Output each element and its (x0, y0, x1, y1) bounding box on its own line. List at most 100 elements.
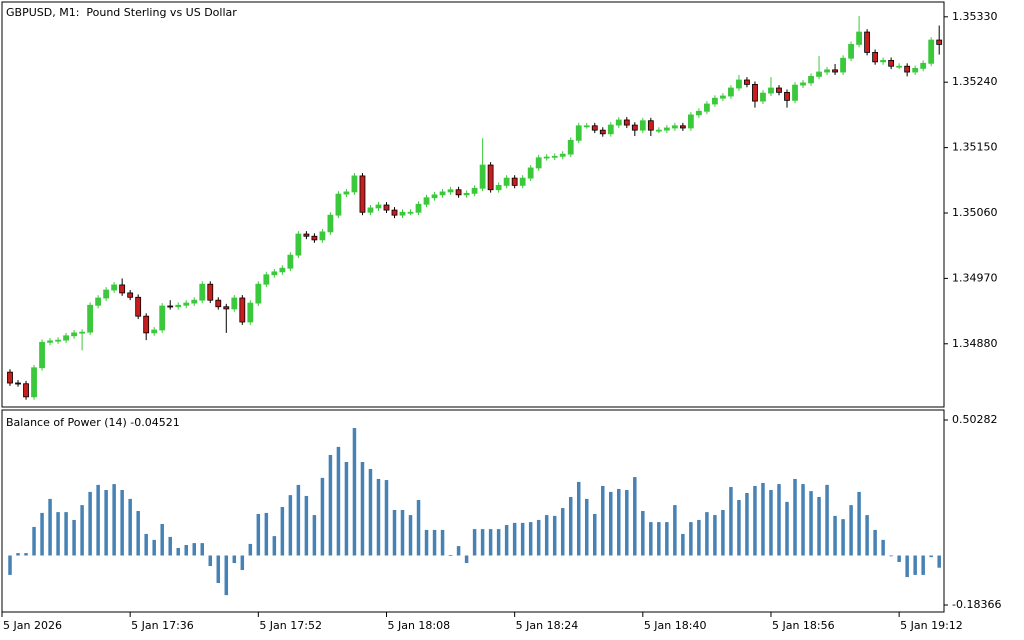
candle-body (199, 283, 206, 301)
bar (801, 484, 805, 556)
bar (593, 514, 597, 556)
bar (488, 529, 493, 556)
bar (192, 543, 196, 556)
bar (24, 553, 28, 556)
bar (625, 490, 629, 556)
bar (104, 490, 108, 556)
bar (160, 523, 164, 556)
bar (224, 555, 229, 596)
bar (889, 555, 893, 557)
bar (184, 544, 188, 556)
candle-body (784, 91, 790, 101)
candle-body (728, 87, 734, 97)
bar (400, 509, 405, 556)
bar (713, 515, 717, 556)
bar (737, 499, 741, 556)
bar (248, 543, 253, 556)
candle-body (191, 299, 198, 304)
bar (937, 555, 941, 568)
bar (120, 490, 124, 556)
bar (673, 505, 677, 556)
bar (352, 428, 357, 556)
candle-body (479, 164, 486, 189)
bar (416, 499, 421, 556)
candle-body (703, 103, 710, 112)
candle-body (511, 177, 518, 186)
bar (8, 555, 12, 575)
bar (697, 519, 701, 556)
candle-body (295, 233, 302, 256)
bar (96, 484, 100, 556)
candle-body (399, 211, 406, 216)
y-tick-label: -0.18366 (952, 598, 1001, 611)
candle-body (864, 31, 871, 53)
candle-body (407, 211, 414, 214)
bar (601, 485, 605, 556)
bar (472, 529, 477, 556)
y-tick-label: 1.34970 (952, 271, 998, 284)
candle-body (519, 177, 526, 186)
candle-body (447, 189, 454, 193)
bar (264, 512, 269, 556)
candle-body (39, 341, 45, 369)
bar (328, 454, 333, 556)
bar (745, 492, 749, 556)
candle-body (687, 114, 694, 129)
candle-body (928, 39, 935, 64)
bar (873, 529, 877, 556)
bar (40, 512, 44, 556)
bar (64, 512, 68, 556)
candle-body (31, 367, 37, 398)
candle-body (287, 254, 294, 269)
candle-body (712, 97, 718, 105)
candle-body (695, 110, 702, 116)
bar (408, 515, 413, 556)
bar (496, 529, 501, 556)
bar (729, 487, 733, 556)
candle-body (151, 329, 158, 334)
candle-body (679, 125, 686, 129)
indicator-pane (1, 409, 945, 613)
candle-body (647, 120, 654, 131)
bar (136, 511, 140, 556)
bar (721, 509, 725, 556)
bar (80, 505, 84, 556)
candle-body (111, 284, 118, 291)
candle-body (135, 296, 142, 317)
candle-body (359, 175, 366, 213)
candle-body (351, 175, 358, 193)
candle-body (103, 289, 110, 299)
candle-body (583, 125, 590, 128)
x-tick-label: 5 Jan 2026 (3, 619, 62, 632)
bar (833, 515, 837, 556)
candle-body (639, 120, 646, 131)
bar (88, 491, 92, 556)
bar (705, 512, 709, 556)
candle-body (167, 305, 174, 308)
bar (769, 490, 773, 556)
bar (368, 468, 373, 556)
bar (504, 525, 509, 556)
bar (288, 495, 293, 556)
bar (256, 514, 261, 556)
x-tick-label: 5 Jan 18:56 (772, 619, 835, 632)
x-tick-label: 5 Jan 18:08 (387, 619, 450, 632)
candle-body (615, 119, 622, 126)
candle-body (591, 125, 598, 131)
candle-body (768, 87, 774, 94)
bar (440, 529, 445, 556)
bar (176, 547, 180, 556)
candle-body (15, 382, 21, 385)
candle-body (559, 153, 566, 157)
candle-body (271, 271, 278, 276)
bar (56, 512, 60, 556)
candle-body (543, 156, 550, 159)
candle-body (872, 52, 879, 63)
candle-body (255, 283, 262, 304)
bar (841, 519, 845, 556)
bar (568, 497, 573, 556)
bar (665, 522, 669, 556)
candle-body (744, 79, 750, 85)
candle-body (535, 157, 542, 169)
bar (304, 495, 309, 556)
